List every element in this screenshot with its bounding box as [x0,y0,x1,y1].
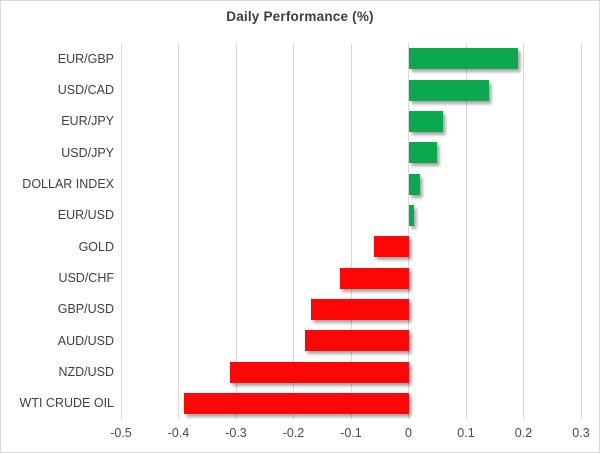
plot-area [120,43,582,419]
category-label: AUD/USD [57,333,114,348]
x-tick-label: 0.2 [514,426,533,440]
x-tick-label: -0.4 [167,426,190,440]
gridline [408,43,409,419]
value-axis: -0.5 -0.4 -0.3 -0.2 -0.1 0 0.1 0.2 0.3 [1,426,599,444]
x-tick-label: -0.5 [110,426,132,440]
bar-nzd-usd [230,361,409,383]
bar-gbp-usd [310,298,409,320]
bar-aud-usd [305,330,409,352]
category-label: DOLLAR INDEX [22,176,114,191]
gridline [350,43,352,419]
x-tick-label: -0.3 [225,426,247,440]
bar-wti-crude-oil [184,392,409,414]
bar-gold [374,236,409,258]
category-axis: EUR/GBP USD/CAD EUR/JPY USD/JPY DOLLAR INDEX… [1,43,114,419]
category-label: GBP/USD [57,302,114,317]
category-label: USD/CAD [57,82,114,97]
gridline [523,43,524,419]
chart-title: Daily Performance (%) [226,9,374,24]
x-tick-label: 0 [405,426,412,440]
gridline [120,43,122,419]
category-label: EUR/JPY [61,114,114,129]
x-tick-label: 0.3 [572,426,590,440]
bar-eur-gbp [408,48,518,70]
category-label: USD/CHF [58,270,114,285]
x-tick-label: 0.1 [457,426,475,440]
bar-dollar-index [408,173,420,195]
bar-eur-usd [408,204,415,226]
x-tick-label: -0.2 [282,426,305,440]
gridline [465,43,467,419]
x-tick-label: -0.1 [340,426,362,440]
gridline [293,43,294,419]
category-label: USD/JPY [61,145,114,160]
category-label: WTI CRUDE OIL [19,396,114,411]
bar-usd-cad [408,79,489,101]
category-label: GOLD [78,239,114,254]
gridline [580,43,582,419]
bar-usd-jpy [408,142,438,164]
gridline [178,43,179,419]
category-label: NZD/USD [58,364,114,379]
bar-usd-chf [339,267,409,289]
category-label: EUR/GBP [57,51,114,66]
gridline [235,43,237,419]
category-label: EUR/USD [57,208,114,223]
bar-eur-jpy [408,110,443,132]
